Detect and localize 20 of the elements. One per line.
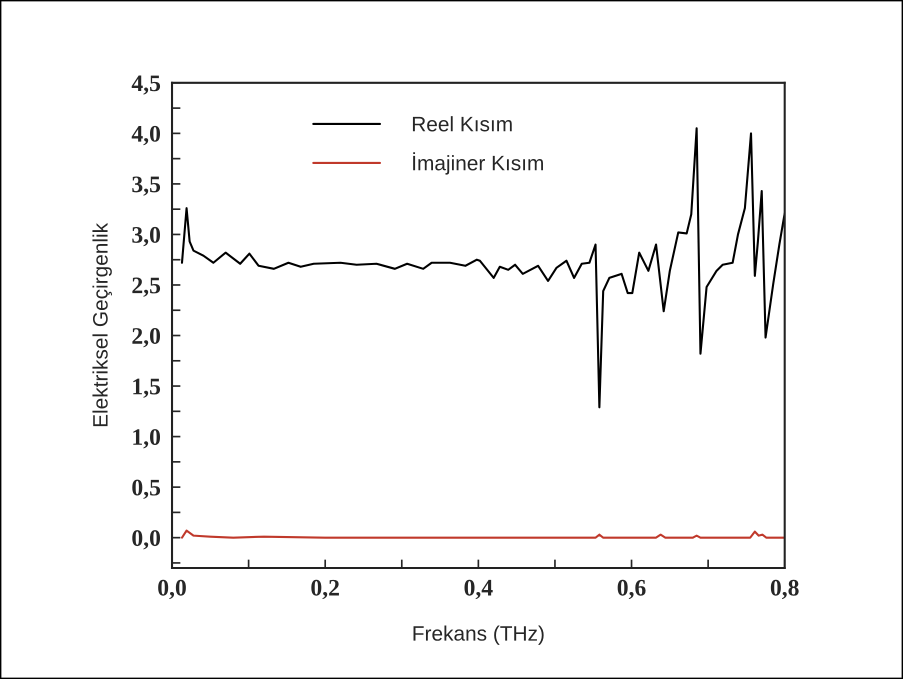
y-tick-label: 4,0	[132, 126, 160, 146]
y-tick-label: 0,0	[132, 530, 160, 550]
x-tick-label: 0,4	[464, 580, 493, 600]
x-tick-label: 0,8	[770, 580, 799, 600]
y-tick-label: 2,5	[132, 278, 160, 297]
x-tick-label: 0,0	[158, 580, 186, 600]
legend-label: İmajiner Kısım	[413, 152, 543, 175]
y-tick-label: 1,0	[133, 429, 160, 448]
y-tick-label: 3,5	[132, 176, 160, 196]
y-tick-label: 0,5	[132, 480, 160, 499]
x-tick-label: 0,2	[311, 580, 339, 600]
y-tick-label: 4,5	[132, 75, 160, 95]
y-tick-label: 2,0	[132, 328, 160, 348]
y-tick-label: 3,0	[132, 226, 160, 246]
y-axis-title: Elektriksel Geçirgenlik	[92, 222, 112, 426]
x-axis-title: Frekans (THz)	[414, 626, 544, 645]
y-tick-label: 1,5	[133, 378, 160, 398]
legend-label: Reel Kısım	[412, 116, 512, 132]
line-series	[180, 530, 785, 539]
x-tick-label: 0,6	[618, 580, 646, 600]
